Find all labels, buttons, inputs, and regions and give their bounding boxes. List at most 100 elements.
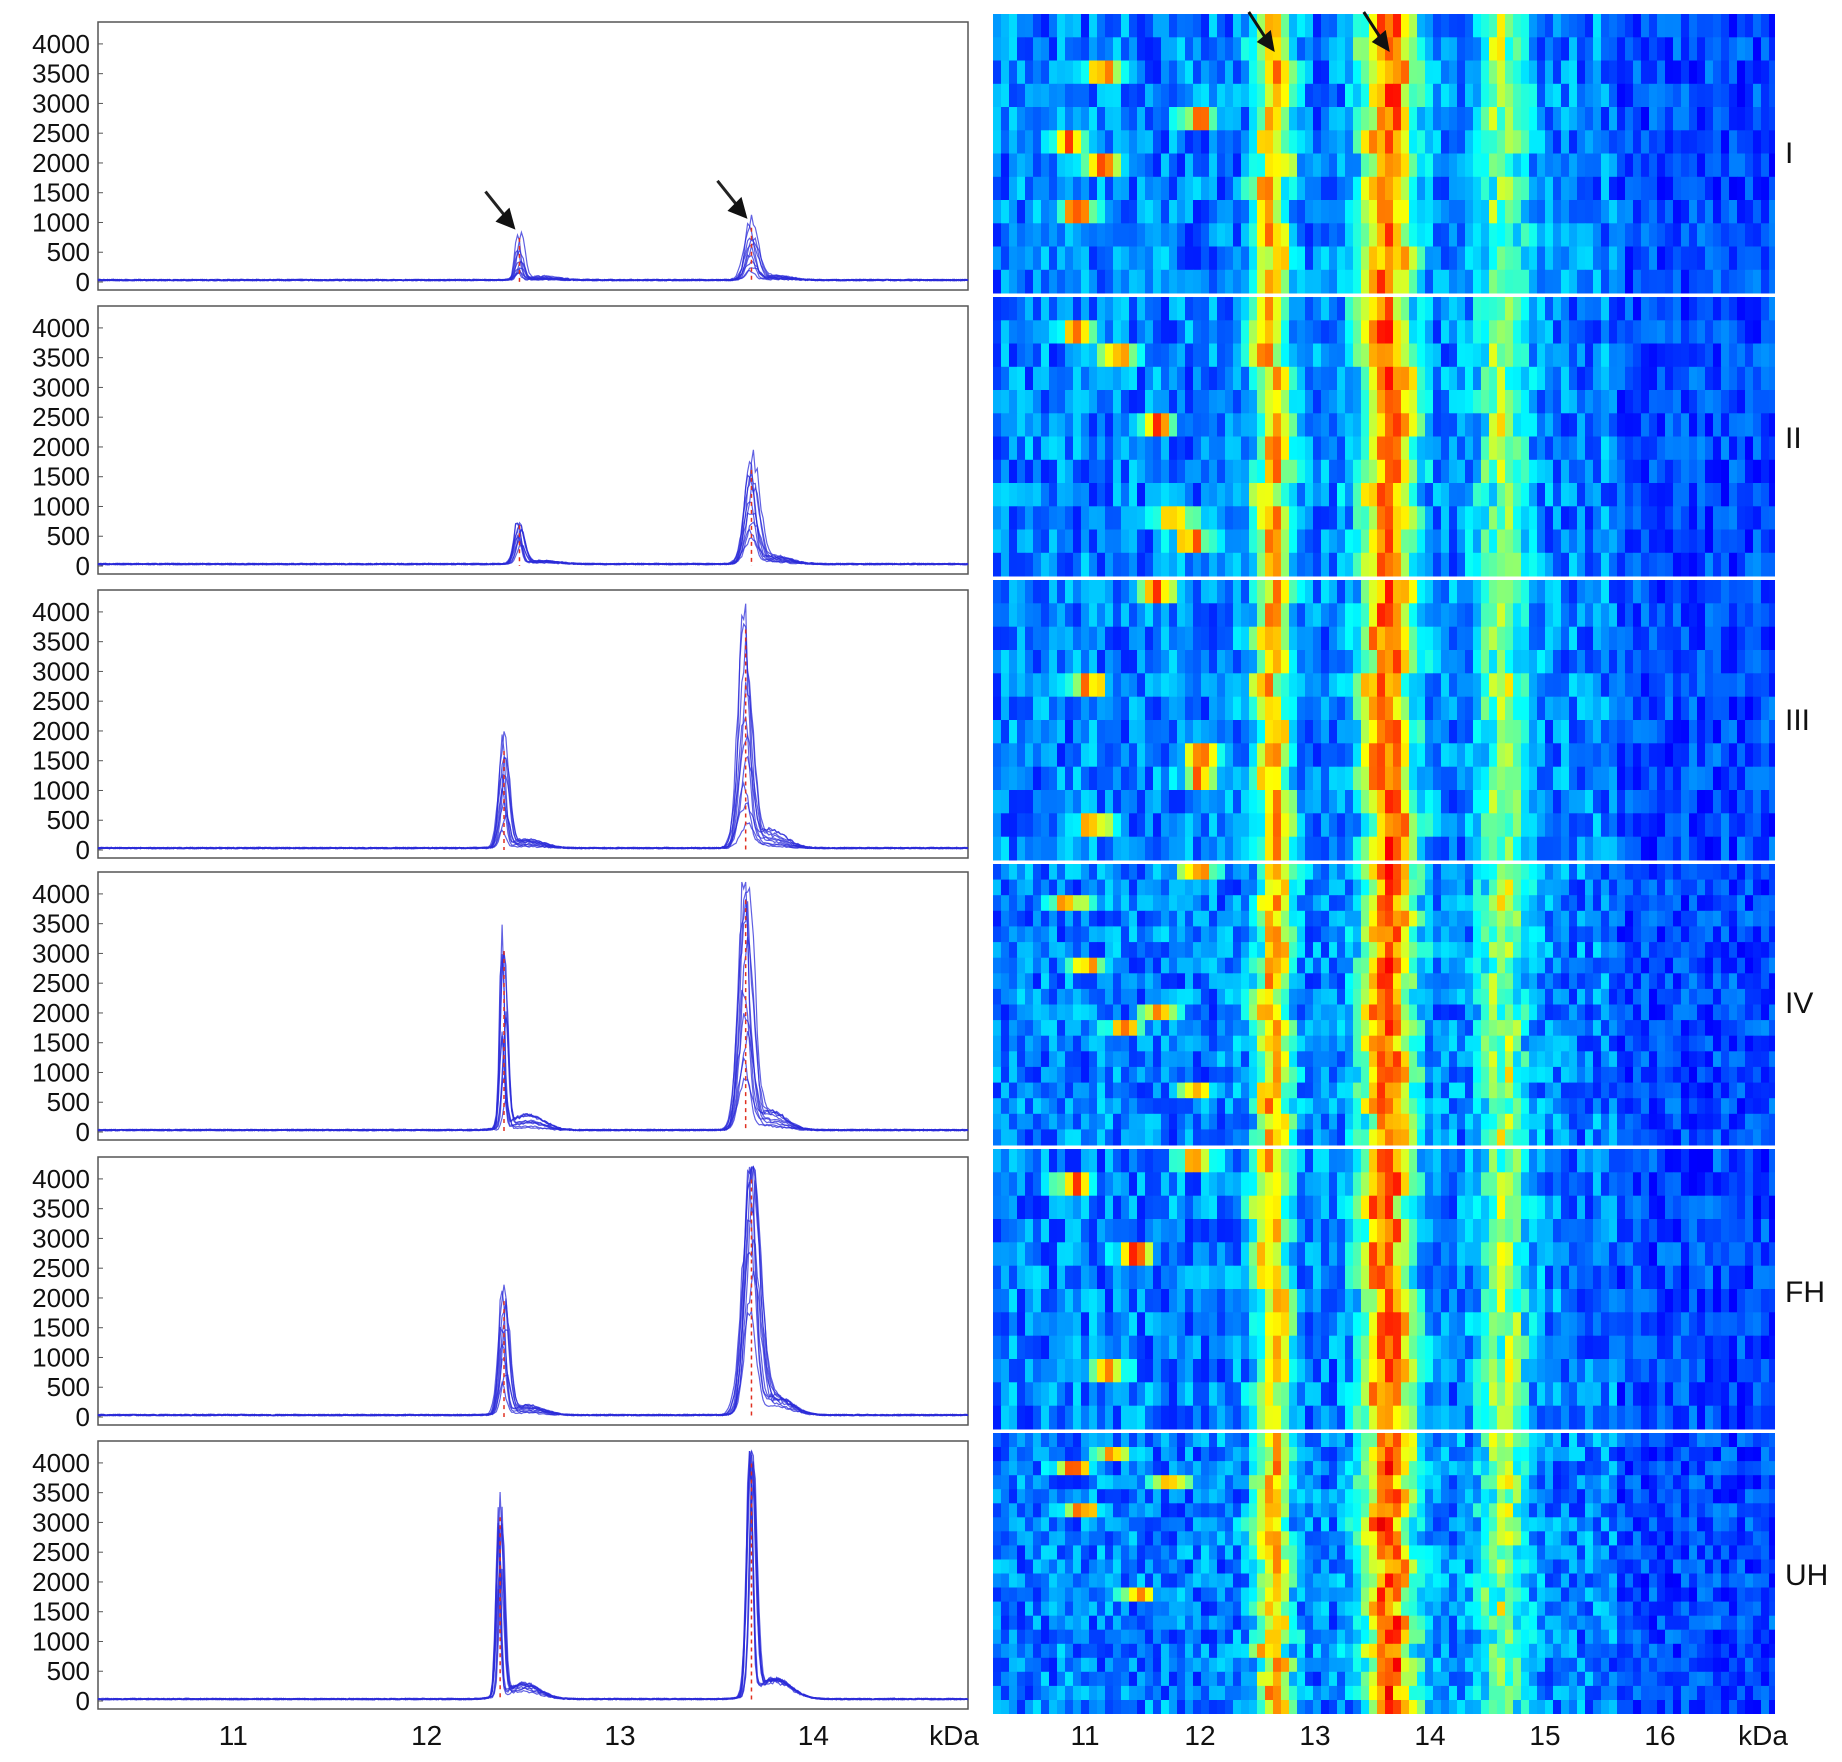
heatmap-cell [1753, 626, 1762, 651]
heatmap-cell [1641, 14, 1650, 38]
heatmap-cell [1273, 696, 1282, 721]
heatmap-cell [1209, 436, 1218, 461]
heatmap-cell [1265, 743, 1274, 768]
heatmap-cell [1401, 529, 1410, 554]
heatmap-cell [1577, 200, 1586, 224]
heatmap-cell [1489, 366, 1498, 391]
heatmap-cell [1529, 720, 1538, 744]
heatmap-cell [1745, 813, 1754, 838]
heatmap-cell [1625, 1020, 1634, 1037]
heatmap-cell [1289, 696, 1298, 721]
heatmap-cell [1641, 988, 1650, 1005]
heatmap-cell [1513, 973, 1522, 990]
heatmap-cell [1457, 696, 1466, 721]
heatmap-cell [1721, 988, 1730, 1005]
heatmap-cell [1657, 343, 1666, 368]
heatmap-cell [1297, 269, 1306, 294]
heatmap-cell [1313, 790, 1322, 814]
heatmap-cell [1577, 83, 1586, 108]
heatmap-cell [1217, 14, 1226, 38]
heatmap-cell [1497, 1004, 1506, 1021]
heatmap-cell [1641, 766, 1650, 791]
heatmap-cell [1633, 176, 1642, 201]
heatmap-cell [1601, 957, 1610, 974]
heatmap-cell [1329, 483, 1338, 507]
heatmap-cell [1657, 176, 1666, 201]
heatmap-cell [1321, 957, 1330, 974]
heatmap-cell [1633, 1035, 1642, 1052]
heatmap-cell [1377, 1051, 1386, 1068]
heatmap-cell [1681, 436, 1690, 461]
heatmap-cell [1761, 910, 1770, 927]
heatmap-cell [1697, 390, 1706, 414]
heatmap-cell [1505, 37, 1514, 62]
heatmap-cell [1593, 926, 1602, 943]
heatmap-cell [1297, 552, 1306, 577]
heatmap-cell [1633, 988, 1642, 1005]
heatmap-cell [1753, 506, 1762, 531]
heatmap-cell [1489, 580, 1498, 604]
heatmap-cell [1025, 1020, 1034, 1037]
heatmap-cell [1369, 879, 1378, 896]
heatmap-cell [1697, 14, 1706, 38]
heatmap-cell [1073, 200, 1082, 224]
heatmap-cell [1241, 650, 1250, 674]
heatmap-cell [1033, 766, 1042, 791]
heatmap-cell [1633, 366, 1642, 391]
heatmap-cell [1513, 1051, 1522, 1068]
heatmap-cell [1585, 390, 1594, 414]
heatmap-cell [1505, 366, 1514, 391]
heatmap-cell [1689, 650, 1698, 674]
heatmap-cell [1177, 413, 1186, 438]
heatmap-cell [1121, 153, 1130, 178]
heatmap-cell [1025, 60, 1034, 85]
heatmap-cell [1177, 813, 1186, 838]
heatmap-cell [1681, 14, 1690, 38]
heatmap-cell [1209, 176, 1218, 201]
heatmap-cell [1409, 743, 1418, 768]
heatmap-cell [1369, 83, 1378, 108]
heatmap-cell [1273, 603, 1282, 628]
heatmap-cell [1569, 176, 1578, 201]
heatmap-cell [1377, 343, 1386, 368]
heatmap-cell [1729, 988, 1738, 1005]
heatmap-cell [1705, 153, 1714, 178]
heatmap-cell [1169, 297, 1178, 321]
heatmap-cell [1705, 1035, 1714, 1052]
heatmap-cell [1577, 895, 1586, 912]
heatmap-cell [1329, 223, 1338, 248]
heatmap-cell [1121, 83, 1130, 108]
heatmap-cell [1193, 1004, 1202, 1021]
heatmap-cell [1569, 910, 1578, 927]
heatmap-cell [1081, 107, 1090, 131]
heatmap-cell [1633, 743, 1642, 768]
heatmap-cell [1729, 14, 1738, 38]
heatmap-cell [1049, 223, 1058, 248]
heatmap-cell [1073, 366, 1082, 391]
heatmap-cell [1265, 320, 1274, 345]
heatmap-cell [1193, 988, 1202, 1005]
heatmap-cell [1665, 720, 1674, 744]
heatmap-cell [1601, 973, 1610, 990]
heatmap-cell [1065, 836, 1074, 861]
heatmap-cell [1401, 83, 1410, 108]
heatmap-cell [1569, 529, 1578, 554]
heatmap-cell [1513, 879, 1522, 896]
heatmap-cell [1529, 60, 1538, 85]
heatmap-cell [1185, 813, 1194, 838]
heatmap-cell [1649, 910, 1658, 927]
heatmap-cell [1673, 153, 1682, 178]
heatmap-cell [1689, 673, 1698, 698]
heatmap-cell [1601, 107, 1610, 131]
heatmap-cell [1753, 483, 1762, 507]
heatmap-cell [1001, 1004, 1010, 1021]
heatmap-cell [1169, 957, 1178, 974]
heatmap-cell [1233, 743, 1242, 768]
heatmap-cell [1249, 603, 1258, 628]
heatmap-cell [1065, 459, 1074, 484]
heatmap-cell [1689, 529, 1698, 554]
heatmap-cell [1625, 37, 1634, 62]
heatmap-cell [1265, 957, 1274, 974]
heatmap-cell [1561, 743, 1570, 768]
heatmap-cell [1545, 926, 1554, 943]
